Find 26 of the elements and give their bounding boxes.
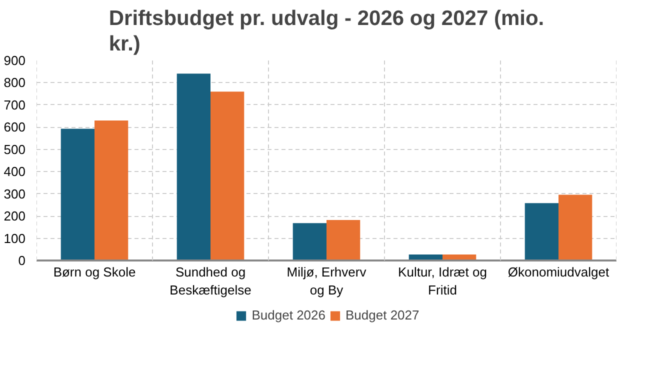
bar bbox=[60, 128, 94, 260]
bar bbox=[292, 223, 326, 260]
y-tick-label: 700 bbox=[4, 97, 26, 112]
bar bbox=[524, 203, 558, 260]
x-tick-label: Kultur, Idræt og Fritid bbox=[398, 264, 487, 298]
x-tick-label: Sundhed og Beskæftigelse bbox=[170, 264, 252, 298]
y-tick-label: 400 bbox=[4, 164, 26, 180]
legend-label: Budget 2027 bbox=[346, 308, 420, 322]
bar bbox=[176, 74, 210, 260]
legend-label: Budget 2026 bbox=[252, 308, 326, 322]
bar bbox=[558, 194, 592, 260]
y-tick-label: 300 bbox=[4, 186, 26, 202]
x-tick-label: Miljø, Erhverv og By bbox=[286, 264, 367, 298]
x-tick-label: Økonomiudvalget bbox=[508, 264, 610, 280]
y-tick-label: 800 bbox=[4, 75, 26, 90]
bar bbox=[326, 220, 360, 260]
y-tick-label: 0 bbox=[18, 253, 26, 268]
y-tick-label: 500 bbox=[4, 142, 26, 157]
chart-title: Driftsbudget pr. udvalg - 2026 og 2027 (mio. kr.) bbox=[108, 7, 544, 56]
y-tick-label: 200 bbox=[4, 208, 26, 224]
bar bbox=[210, 92, 244, 260]
y-tick-label: 100 bbox=[4, 230, 26, 246]
y-tick-label: 900 bbox=[4, 53, 26, 68]
bar bbox=[94, 120, 128, 260]
y-tick-label: 600 bbox=[4, 120, 26, 135]
x-tick-label: Børn og Skole bbox=[53, 264, 136, 280]
